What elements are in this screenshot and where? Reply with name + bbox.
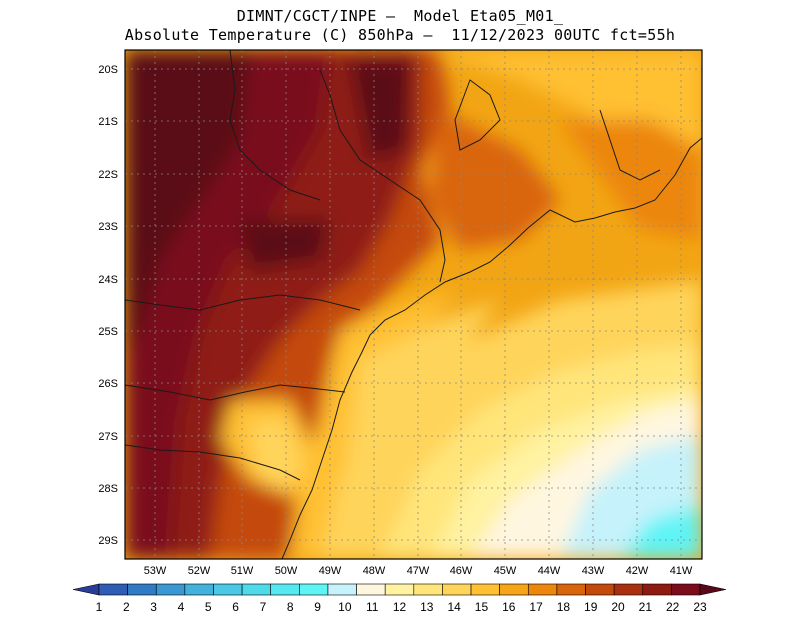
lon-label: 46W [450, 565, 473, 577]
colorbar-label: 9 [314, 600, 321, 614]
colorbar-label: 6 [232, 600, 239, 614]
lon-label: 44W [538, 565, 561, 577]
lat-label: 24S [98, 274, 118, 286]
lat-label: 23S [98, 221, 118, 233]
colorbar-swatch [299, 583, 329, 596]
lat-label: 20S [98, 64, 118, 76]
lon-label: 49W [319, 565, 342, 577]
colorbar: 1 2 3 4 5 6 7 8 9 10 11 12 13 14 15 16 17 18 19 20 21 22 23 [72, 583, 727, 614]
colorbar-swatch [127, 583, 157, 596]
colorbar-swatch [213, 583, 243, 596]
colorbar-swatch [499, 583, 529, 596]
coastline-borders [125, 50, 702, 559]
lon-label: 41W [670, 565, 693, 577]
colorbar-arrow-high [699, 583, 727, 596]
colorbar-label: 13 [420, 600, 434, 614]
lon-axis: 53W 52W 51W 50W 49W 48W 47W 46W 45W 44W … [144, 565, 693, 577]
colorbar-swatch [585, 583, 615, 596]
colorbar-swatch [642, 583, 672, 596]
colorbar-swatch [470, 583, 500, 596]
colorbar-label: 21 [639, 600, 653, 614]
colorbar-label: 23 [693, 600, 707, 614]
colorbar-label: 3 [150, 600, 157, 614]
colorbar-swatch [98, 583, 128, 596]
colorbar-label: 20 [611, 600, 625, 614]
colorbar-label: 10 [338, 600, 352, 614]
lat-label: 21S [98, 116, 118, 128]
colorbar-label: 8 [287, 600, 294, 614]
colorbar-swatch [384, 583, 415, 596]
lat-label: 29S [98, 535, 118, 547]
colorbar-swatch [184, 583, 214, 596]
colorbar-swatch [527, 583, 558, 596]
colorbar-swatch [241, 583, 272, 596]
lon-label: 45W [494, 565, 517, 577]
lon-label: 47W [407, 565, 430, 577]
lat-label: 25S [98, 326, 118, 338]
lon-label: 42W [626, 565, 649, 577]
temperature-field [125, 50, 702, 559]
map-title-line-1: DIMNT/CGCT/INPE – Model Eta05_M01_ [236, 7, 564, 25]
colorbar-label: 7 [260, 600, 267, 614]
colorbar-swatch [413, 583, 443, 596]
plot-frame [124, 49, 703, 560]
lon-label: 48W [363, 565, 386, 577]
map-title-line-2: Absolute Temperature (C) 850hPa – 11/12/… [124, 26, 676, 44]
lon-label: 50W [275, 565, 298, 577]
colorbar-swatch [356, 583, 386, 596]
colorbar-label: 4 [178, 600, 185, 614]
colorbar-swatch [155, 583, 186, 596]
colorbar-label: 5 [205, 600, 212, 614]
colorbar-label: 1 [96, 600, 103, 614]
lat-label: 22S [98, 169, 118, 181]
colorbar-label: 14 [447, 600, 461, 614]
colorbar-swatch [613, 583, 644, 596]
colorbar-swatch [270, 583, 300, 596]
gridlines [125, 50, 702, 559]
lat-label: 28S [98, 483, 118, 495]
lat-label: 26S [98, 378, 118, 390]
colorbar-label: 15 [475, 600, 489, 614]
lon-label: 43W [582, 565, 605, 577]
colorbar-swatch [327, 583, 357, 596]
colorbar-label: 12 [393, 600, 407, 614]
colorbar-label: 2 [123, 600, 130, 614]
lon-label: 51W [231, 565, 254, 577]
colorbar-label: 22 [666, 600, 680, 614]
colorbar-swatch [442, 583, 472, 596]
colorbar-arrow-low [72, 583, 100, 596]
lat-axis: 20S 21S 22S 23S 24S 25S 26S 27S 28S 29S [98, 64, 118, 547]
colorbar-label: 16 [502, 600, 516, 614]
colorbar-label: 11 [366, 600, 379, 614]
colorbar-swatch [556, 583, 586, 596]
lon-label: 53W [144, 565, 167, 577]
lat-label: 27S [98, 431, 118, 443]
colorbar-label: 18 [557, 600, 571, 614]
colorbar-swatch [671, 583, 701, 596]
lon-label: 52W [188, 565, 211, 577]
colorbar-label: 17 [529, 600, 543, 614]
colorbar-label: 19 [584, 600, 598, 614]
